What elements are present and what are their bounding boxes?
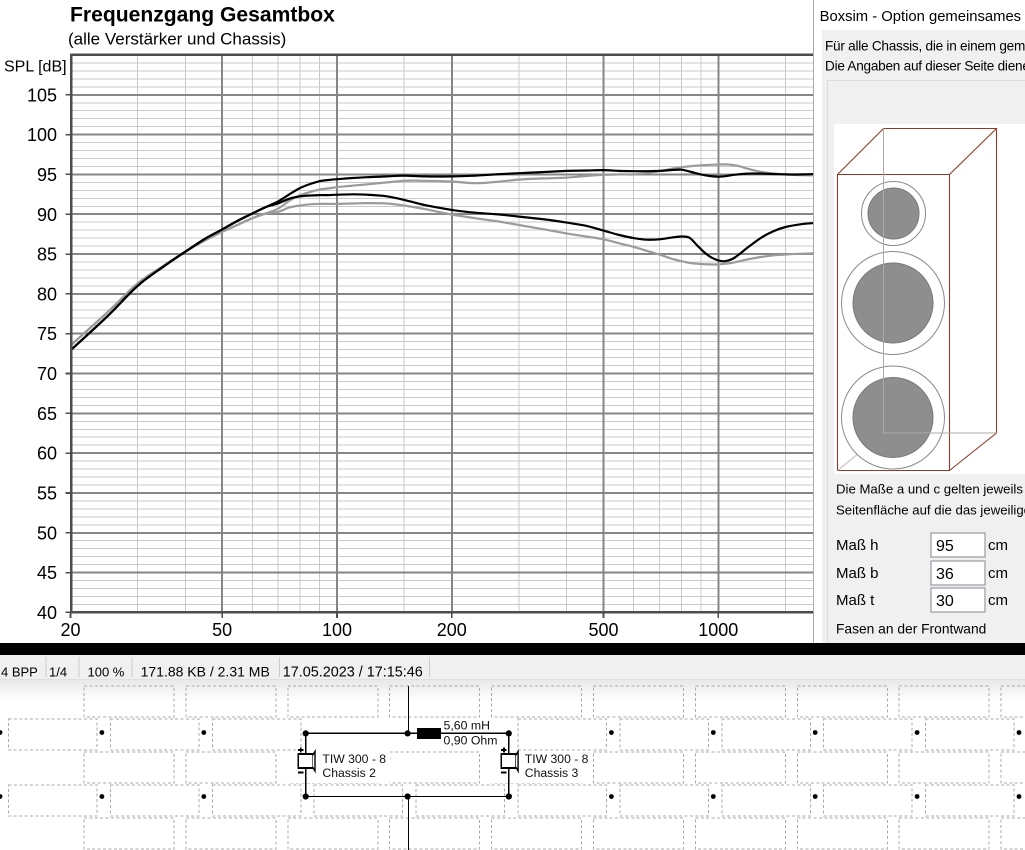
svg-text:100 %: 100 % bbox=[88, 665, 125, 680]
svg-text:60: 60 bbox=[37, 444, 57, 464]
svg-text:50: 50 bbox=[212, 620, 232, 640]
svg-text:SPL [dB]: SPL [dB] bbox=[4, 59, 67, 76]
svg-text:85: 85 bbox=[37, 245, 57, 265]
svg-text:500: 500 bbox=[588, 620, 618, 640]
svg-text:4 BPP: 4 BPP bbox=[1, 665, 38, 680]
svg-text:95: 95 bbox=[37, 165, 57, 185]
svg-text:(alle Verstärker und Chassis): (alle Verstärker und Chassis) bbox=[68, 30, 286, 49]
svg-text:Frequenzgang Gesamtbox: Frequenzgang Gesamtbox bbox=[70, 4, 335, 27]
svg-text:TIW 300 - 8 Ohm: TIW 300 - 8 Ohm bbox=[525, 752, 618, 766]
svg-text:cm: cm bbox=[988, 565, 1008, 582]
svg-text:90: 90 bbox=[37, 205, 57, 225]
svg-text:17.05.2023 / 17:15:46: 17.05.2023 / 17:15:46 bbox=[283, 665, 423, 681]
svg-text:Maß b: Maß b bbox=[836, 565, 879, 582]
svg-text:200: 200 bbox=[437, 620, 467, 640]
svg-text:70: 70 bbox=[37, 364, 57, 384]
svg-text:45: 45 bbox=[37, 563, 57, 583]
svg-text:65: 65 bbox=[37, 404, 57, 424]
svg-text:100: 100 bbox=[27, 125, 57, 145]
svg-text:Chassis 3: Chassis 3 bbox=[525, 766, 579, 780]
svg-text:95: 95 bbox=[936, 538, 954, 555]
svg-text:1/4: 1/4 bbox=[49, 665, 67, 680]
svg-text:Chassis 2: Chassis 2 bbox=[322, 766, 376, 780]
svg-text:40: 40 bbox=[37, 603, 57, 623]
svg-text:Die Maße a und c gelten jeweil: Die Maße a und c gelten jeweils für die bbox=[836, 482, 1025, 497]
svg-text:80: 80 bbox=[37, 284, 57, 304]
svg-text:5,60 mH: 5,60 mH bbox=[444, 718, 490, 732]
svg-text:105: 105 bbox=[27, 85, 57, 105]
svg-text:75: 75 bbox=[37, 324, 57, 344]
svg-text:TIW 300 - 8 Ohm: TIW 300 - 8 Ohm bbox=[322, 752, 415, 766]
svg-text:30: 30 bbox=[936, 593, 954, 610]
svg-text:50: 50 bbox=[37, 523, 57, 543]
svg-text:36: 36 bbox=[936, 566, 954, 583]
svg-text:20: 20 bbox=[60, 620, 80, 640]
svg-text:cm: cm bbox=[988, 592, 1008, 609]
svg-text:100: 100 bbox=[322, 620, 352, 640]
svg-text:1000: 1000 bbox=[698, 620, 738, 640]
svg-text:171.88 KB / 2.31 MB: 171.88 KB / 2.31 MB bbox=[141, 664, 270, 680]
svg-text:0,90 Ohm: 0,90 Ohm bbox=[444, 734, 498, 748]
svg-text:Die Angaben auf dieser Seite d: Die Angaben auf dieser Seite dienen der bbox=[825, 59, 1025, 74]
svg-text:Boxsim - Option gemeinsames Ge: Boxsim - Option gemeinsames Gehäuse bbox=[820, 9, 1025, 25]
svg-text:cm: cm bbox=[988, 537, 1008, 554]
svg-text:Fasen an der Frontwand: Fasen an der Frontwand bbox=[836, 622, 986, 637]
svg-text:55: 55 bbox=[37, 484, 57, 504]
svg-text:Für alle Chassis, die in einem: Für alle Chassis, die in einem gemeinsam… bbox=[825, 39, 1025, 54]
svg-text:Maß h: Maß h bbox=[836, 537, 879, 554]
svg-text:Maß t: Maß t bbox=[836, 592, 875, 609]
svg-text:Seitenfläche auf die das jewei: Seitenfläche auf die das jeweilige Chass… bbox=[836, 503, 1025, 518]
